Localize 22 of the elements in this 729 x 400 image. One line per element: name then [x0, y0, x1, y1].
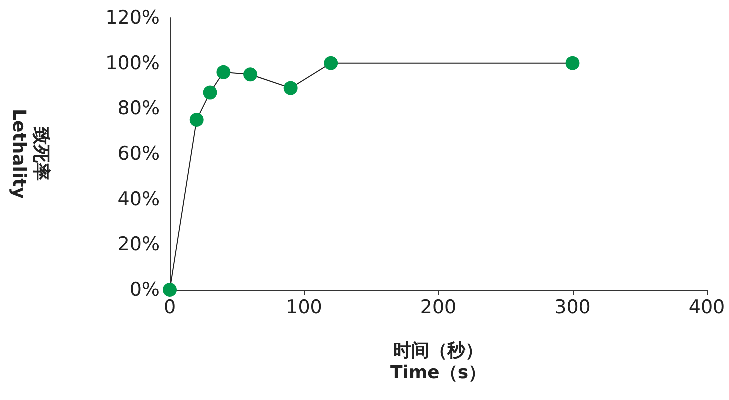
x-axis-title: 时间（秒） Time（s） [390, 340, 487, 384]
y-tick-label: 120% [106, 7, 160, 29]
x-tick-label: 200 [420, 296, 457, 318]
point [163, 283, 177, 297]
point [190, 113, 204, 127]
y-tick-label: 20% [118, 234, 160, 256]
x-tick-label: 0 [164, 296, 176, 318]
point [203, 86, 218, 100]
point [244, 68, 258, 82]
x-tick-label: 100 [286, 296, 322, 318]
x-tick-label: 300 [554, 296, 591, 318]
point [216, 65, 231, 80]
point [566, 56, 580, 70]
y-tick-label: 100% [106, 52, 160, 74]
point [324, 56, 338, 70]
y-tick-label: 40% [118, 188, 160, 210]
x-tick-label: 400 [688, 296, 726, 318]
point [284, 81, 298, 96]
y-axis-title: 致死率 Lethality [8, 109, 52, 200]
y-tick-label: 60% [118, 143, 160, 165]
y-tick-label: 0% [130, 279, 160, 301]
y-tick-label: 80% [118, 98, 160, 120]
